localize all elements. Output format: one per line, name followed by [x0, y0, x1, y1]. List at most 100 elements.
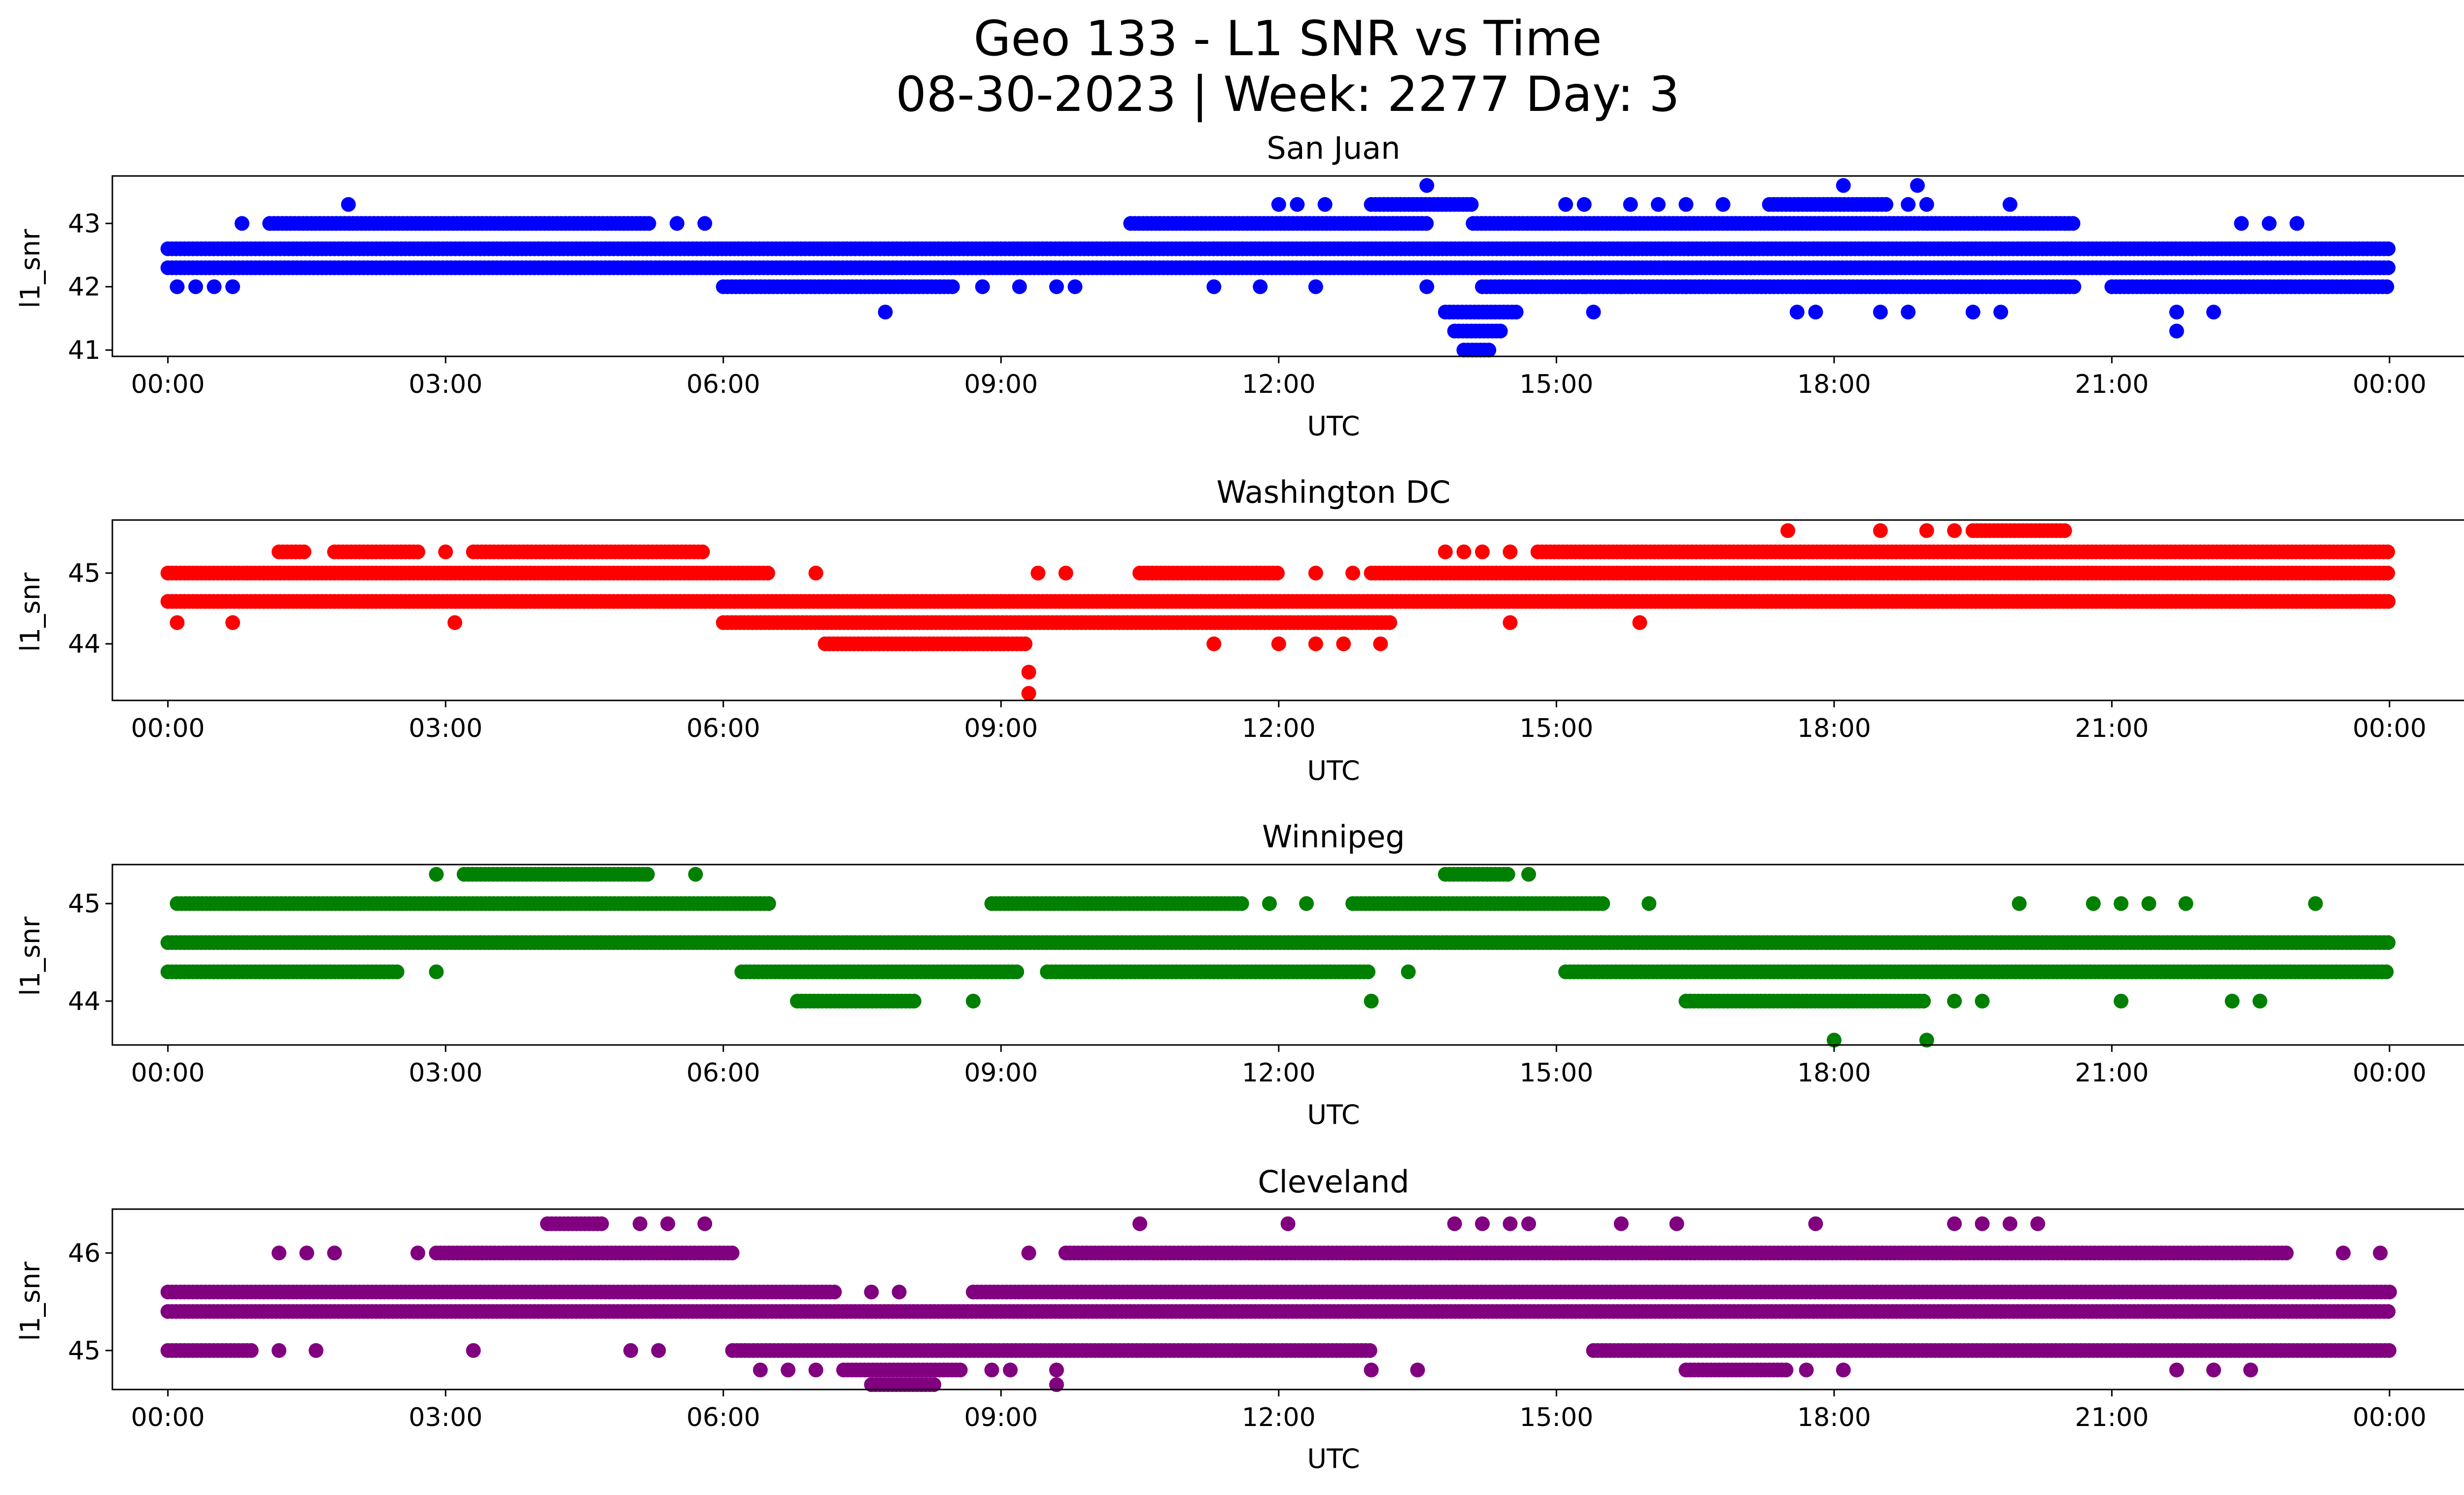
data-point: [688, 867, 703, 882]
data-points: [160, 523, 2396, 701]
data-point: [2381, 241, 2396, 256]
data-point: [1503, 544, 1518, 559]
x-axis-label: UTC: [1307, 411, 1360, 442]
data-point: [1271, 636, 1286, 652]
x-tick-label: 18:00: [1797, 370, 1871, 399]
x-tick-label: 12:00: [1242, 1058, 1316, 1088]
y-tick-label: 45: [68, 559, 101, 589]
data-point: [1873, 523, 1888, 538]
data-point: [2012, 896, 2027, 911]
x-axis-label: UTC: [1307, 1099, 1360, 1130]
data-point: [1206, 636, 1222, 652]
data-point: [429, 964, 444, 979]
data-point: [1576, 197, 1592, 212]
data-point: [1919, 197, 1934, 212]
data-point: [1336, 636, 1351, 652]
y-axis-label: l1_snr: [15, 572, 46, 652]
data-point: [1437, 544, 1453, 559]
data-point: [1650, 197, 1666, 212]
data-points: [160, 867, 2396, 1048]
data-point: [429, 867, 444, 882]
x-tick-label: 15:00: [1519, 1058, 1593, 1088]
data-point: [1345, 565, 1361, 581]
data-point-run: [160, 260, 2396, 276]
data-point: [2178, 896, 2193, 911]
data-point: [1503, 615, 1518, 630]
data-point: [2206, 305, 2221, 320]
x-tick-label: 09:00: [964, 1058, 1038, 1088]
data-point: [2169, 323, 2184, 339]
data-point: [1558, 197, 1574, 212]
data-point: [1009, 964, 1025, 979]
data-point: [2379, 279, 2395, 294]
data-point: [1481, 343, 1497, 358]
x-tick-label: 03:00: [409, 714, 482, 743]
data-point-run: [262, 216, 656, 231]
data-point-run: [160, 964, 405, 979]
data-point: [1916, 994, 1931, 1008]
data-point-run: [1447, 323, 1508, 339]
data-point: [2057, 523, 2072, 538]
x-tick-label: 18:00: [1797, 714, 1871, 743]
data-point-run: [160, 565, 775, 581]
data-point: [1364, 994, 1379, 1008]
data-point: [1500, 867, 1515, 882]
data-point-run: [466, 544, 710, 559]
data-point: [1262, 896, 1277, 911]
data-point: [1715, 197, 1731, 212]
data-point-run: [160, 241, 2396, 256]
data-point: [1901, 197, 1916, 212]
data-point: [1419, 216, 1434, 231]
y-tick-label: 44: [68, 629, 101, 659]
data-point-run: [716, 615, 1398, 630]
data-point-run: [1965, 523, 2072, 538]
data-point: [1290, 197, 1305, 212]
data-point-run: [1437, 867, 1515, 882]
data-point: [296, 544, 311, 559]
data-point: [697, 216, 713, 231]
data-point-run: [1123, 216, 1434, 231]
data-point: [170, 615, 185, 630]
data-point: [1879, 197, 1893, 212]
data-point: [1308, 636, 1323, 652]
y-tick-label: 45: [68, 889, 101, 919]
data-point-run: [790, 994, 922, 1008]
data-point: [1206, 279, 1222, 294]
data-point-run: [1040, 964, 1376, 979]
data-point: [1595, 896, 1610, 911]
data-point-run: [327, 544, 425, 559]
data-point: [1586, 305, 1601, 320]
panel-title: Cleveland: [1258, 1164, 1409, 1200]
data-point-run: [1456, 343, 1497, 358]
data-point: [1317, 197, 1333, 212]
data-point: [1067, 279, 1083, 294]
cleveland-panel: Cleveland UTC l1_snr 00:00 03:00 06:00 09:0…: [15, 1164, 2464, 1474]
data-point-run: [1466, 216, 2081, 231]
panel-title: Winnipeg: [1262, 819, 1405, 855]
data-point: [1873, 305, 1888, 320]
data-point-run: [160, 935, 2396, 950]
data-point: [1464, 197, 1479, 212]
data-point-run: [734, 964, 1025, 979]
data-point: [1993, 305, 2008, 320]
data-point-run: [272, 544, 311, 559]
data-point: [641, 216, 656, 231]
data-point-run: [1345, 896, 1610, 911]
y-axis-label: l1_snr: [15, 916, 46, 996]
washington-dc-panel: Washington DC UTC l1_snr 00:00 03:00 06:00…: [15, 474, 2464, 786]
x-tick-label: 21:00: [2075, 1058, 2149, 1088]
data-point: [1965, 305, 1981, 320]
data-point: [1253, 279, 1268, 294]
data-point: [1521, 867, 1536, 882]
data-point: [1901, 305, 1916, 320]
data-point: [2381, 260, 2396, 276]
x-tick-label: 03:00: [409, 370, 482, 399]
data-point-run: [984, 896, 1249, 911]
data-point: [2169, 305, 2184, 320]
data-point: [2086, 896, 2101, 911]
data-point: [1808, 305, 1823, 320]
data-point: [2380, 544, 2396, 559]
x-tick-label: 00:00: [131, 714, 205, 743]
data-point: [906, 994, 922, 1008]
san-juan-panel: San Juan UTC l1_snr 00:00 03:00 06:00 09:00…: [15, 130, 2464, 442]
